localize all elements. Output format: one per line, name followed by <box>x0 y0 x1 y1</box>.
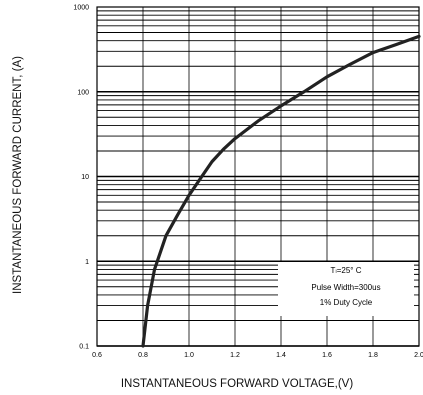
y-tick-label: 1 <box>85 259 89 266</box>
x-tick-label: 1.0 <box>184 352 194 359</box>
x-tick-label: 2.0 <box>414 352 423 359</box>
annotation-duty-cycle: 1% Duty Cycle <box>320 298 373 307</box>
y-tick-label: 100 <box>77 89 89 96</box>
y-tick-label: 1000 <box>73 5 89 12</box>
y-tick-label: 0.1 <box>79 344 89 351</box>
x-tick-label: 1.6 <box>322 352 332 359</box>
y-tick-label: 10 <box>81 174 89 181</box>
conditions-annotation-box: Tₗ=25° C Pulse Width=300us 1% Duty Cycle <box>278 262 414 316</box>
forward-characteristic-curve <box>141 34 421 348</box>
annotation-temperature: Tₗ=25° C <box>331 266 362 275</box>
plot-frame <box>96 6 420 347</box>
annotation-pulse-width: Pulse Width=300us <box>311 283 380 292</box>
x-axis-title: INSTANTANEOUS FORWARD VOLTAGE,(V) <box>121 378 354 390</box>
x-tick-label: 0.8 <box>138 352 148 359</box>
x-tick-label: 0.6 <box>92 352 102 359</box>
y-axis-title: INSTANTANEOUS FORWARD CURRENT, (A) <box>12 56 24 294</box>
y-tick-labels: 0.1 1 10 100 1000 <box>73 5 89 351</box>
x-tick-label: 1.2 <box>230 352 240 359</box>
x-tick-label: 1.8 <box>368 352 378 359</box>
x-tick-label: 1.4 <box>276 352 286 359</box>
x-tick-labels: 0.6 0.8 1.0 1.2 1.4 1.6 1.8 2.0 <box>92 352 423 359</box>
